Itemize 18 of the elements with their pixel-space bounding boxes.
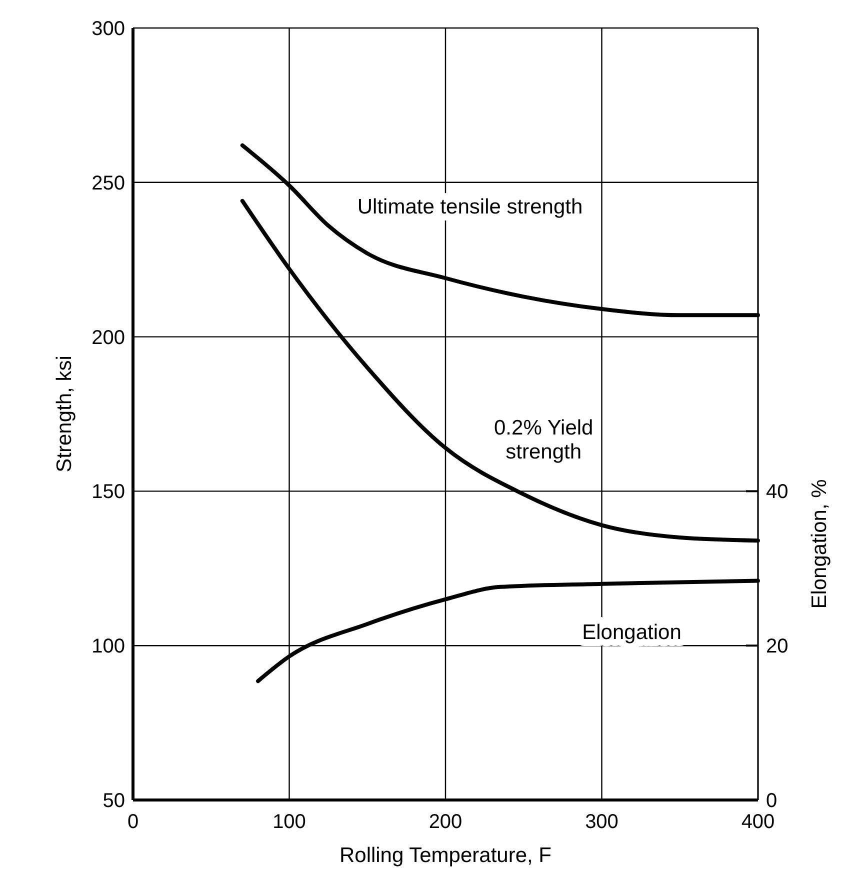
y2-tick-label: 20 bbox=[766, 636, 788, 658]
y-tick-label: 300 bbox=[92, 18, 125, 40]
x-axis-title: Rolling Temperature, F bbox=[339, 844, 552, 867]
y-tick-label: 200 bbox=[92, 326, 125, 349]
y2-axis-title: Elongation, % bbox=[808, 479, 831, 609]
y-tick-label: 100 bbox=[92, 636, 125, 658]
y2-tick-label: 0 bbox=[766, 790, 778, 812]
y-axis-title: Strength, ksi bbox=[53, 356, 76, 472]
x-tick-label: 200 bbox=[428, 811, 462, 833]
y2-tick-label: 40 bbox=[766, 481, 788, 504]
x-tick-label: 300 bbox=[585, 811, 618, 833]
y-tick-label: 250 bbox=[92, 172, 125, 194]
x-tick-label: 100 bbox=[272, 811, 306, 833]
x-tick-label: 400 bbox=[741, 811, 775, 833]
y-tick-label: 50 bbox=[102, 790, 125, 812]
y-tick-label: 150 bbox=[92, 481, 125, 504]
series-label: 0.2% Yield strength bbox=[494, 416, 594, 464]
x-tick-label: 0 bbox=[127, 811, 139, 833]
